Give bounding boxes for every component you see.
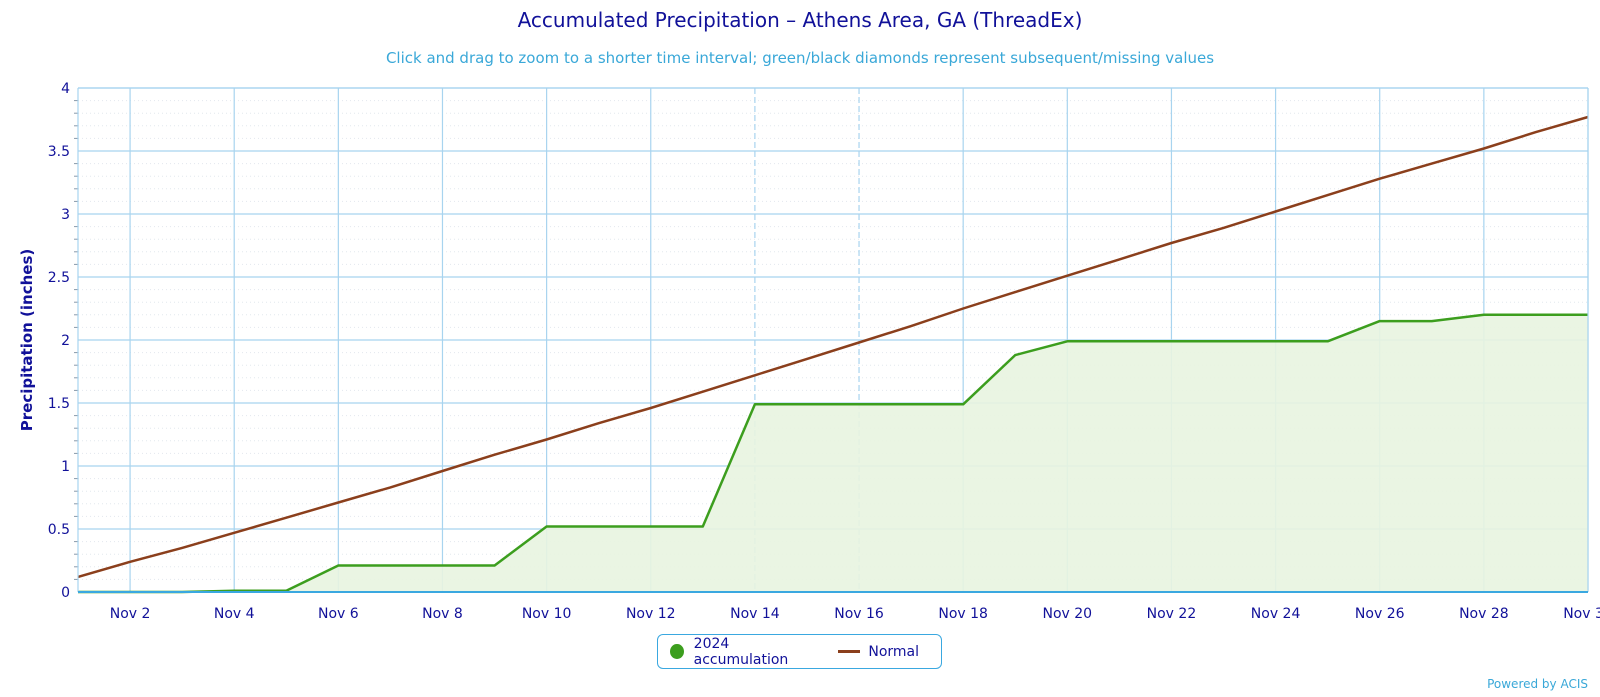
accumulation-point[interactable] [1064,338,1070,344]
y-tick-label: 3 [61,207,70,223]
minor-gridlines [74,100,1588,580]
accumulation-point[interactable] [804,401,810,407]
accumulation-point[interactable] [700,523,706,529]
accumulation-point[interactable] [648,523,654,529]
x-tick-label: Nov 26 [1355,606,1405,622]
normal-point[interactable] [544,437,550,443]
chart-subtitle: Click and drag to zoom to a shorter time… [385,49,1215,67]
accumulation-point[interactable] [439,563,445,569]
normal-point[interactable] [231,530,237,536]
x-tick-label: Nov 10 [522,606,572,622]
accumulation-point[interactable] [1012,352,1018,358]
normal-point[interactable] [1064,273,1070,279]
accumulation-point[interactable] [1273,338,1279,344]
x-tick-label: Nov 18 [938,606,988,622]
accumulation-point[interactable] [1429,318,1435,324]
accumulation-point[interactable] [908,401,914,407]
credits-link[interactable]: Powered by ACIS [1487,677,1588,691]
normal-point[interactable] [127,559,133,565]
normal-point[interactable] [1481,145,1487,151]
normal-point[interactable] [1377,176,1383,182]
x-tick-label: Nov 16 [834,606,884,622]
y-tick-label: 1.5 [48,396,70,412]
x-tick-label: Nov 22 [1147,606,1197,622]
normal-point[interactable] [596,420,602,426]
normal-point[interactable] [439,468,445,474]
y-tick-label: 1 [61,459,70,475]
y-tick-label: 2.5 [48,270,70,286]
normal-point[interactable] [1221,225,1227,231]
normal-point[interactable] [856,340,862,346]
accumulation-point[interactable] [596,523,602,529]
accumulation-point[interactable] [1325,338,1331,344]
x-tick-label: Nov 4 [214,606,255,622]
axes [77,87,1589,593]
accumulation-point[interactable] [544,523,550,529]
normal-point[interactable] [283,515,289,521]
green-circle-icon [670,644,684,659]
series-lines [77,115,1589,594]
brown-line-icon [838,650,861,653]
normal-point[interactable] [804,356,810,362]
y-axis-label: Precipitation (inches) [18,249,36,432]
normal-point[interactable] [1012,289,1018,295]
x-tick-label: Nov 20 [1043,606,1093,622]
normal-series-line[interactable] [77,115,1589,579]
x-tick-label: Nov 24 [1251,606,1301,622]
normal-point[interactable] [960,306,966,312]
accumulation-point[interactable] [1116,338,1122,344]
y-tick-label: 2 [61,333,70,349]
x-tick-label: Nov 12 [626,606,676,622]
legend-label-normal: Normal [868,643,919,660]
accumulation-point[interactable] [387,563,393,569]
legend: 2024 accumulation Normal [657,634,942,669]
x-tick-label: Nov 2 [110,606,151,622]
normal-point[interactable] [1429,161,1435,167]
accumulation-point[interactable] [752,401,758,407]
legend-item-accumulation[interactable]: 2024 accumulation [670,636,816,668]
accumulation-point[interactable] [1533,312,1539,318]
accumulation-point[interactable] [1221,338,1227,344]
normal-point[interactable] [335,500,341,506]
y-tick-label: 4 [61,81,70,97]
y-tick-label: 0.5 [48,522,70,538]
normal-point[interactable] [1325,192,1331,198]
accumulation-area [78,314,1588,592]
accumulation-point[interactable] [1481,312,1487,318]
x-tick-label: Nov 6 [318,606,359,622]
normal-point[interactable] [1168,240,1174,246]
legend-label-accumulation: 2024 accumulation [693,635,789,668]
accumulation-point[interactable] [492,563,498,569]
normal-point[interactable] [752,372,758,378]
normal-point[interactable] [648,405,654,411]
legend-item-normal[interactable]: Normal [838,644,919,660]
accumulation-point[interactable] [1377,318,1383,324]
y-tick-label: 0 [61,585,70,601]
x-tick-label: Nov 28 [1459,606,1509,622]
accumulation-series-line[interactable] [78,313,1588,594]
normal-point[interactable] [1533,129,1539,135]
accumulation-fill [78,314,1588,592]
accumulation-point[interactable] [1168,338,1174,344]
normal-point[interactable] [179,545,185,551]
normal-point[interactable] [1273,208,1279,214]
x-tick-label: Nov 8 [422,606,463,622]
chart-title: Accumulated Precipitation – Athens Area,… [517,8,1083,32]
accumulation-point[interactable] [335,563,341,569]
normal-point[interactable] [1116,256,1122,262]
normal-point[interactable] [700,389,706,395]
y-axis-ticks: 0 0.5 1 1.5 2 2.5 3 3.5 4 [48,81,70,601]
normal-point[interactable] [387,484,393,490]
y-tick-label: 3.5 [48,144,70,160]
accumulation-point[interactable] [856,401,862,407]
x-axis-ticks: Nov 2 Nov 4 Nov 6 Nov 8 Nov 10 Nov 12 Nov 14 No… [110,606,1600,622]
normal-point[interactable] [908,323,914,329]
x-tick-label: Nov 30 [1563,606,1600,622]
accumulation-point[interactable] [960,401,966,407]
normal-point[interactable] [492,452,498,458]
x-tick-label: Nov 14 [730,606,780,622]
